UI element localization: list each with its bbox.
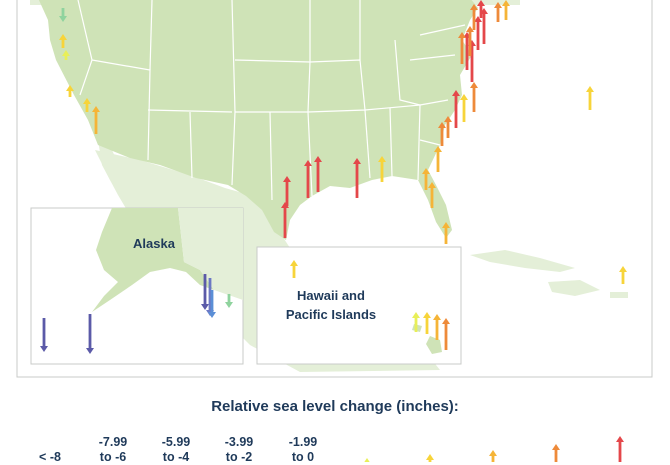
- cuba-land: [470, 250, 575, 272]
- station-arrow: [442, 318, 450, 350]
- station-arrow: [378, 156, 386, 182]
- legend-label-2: -7.99 to -6: [83, 435, 143, 465]
- station-arrow: [444, 116, 452, 138]
- station-arrow: [470, 4, 478, 30]
- station-arrow: [314, 156, 322, 192]
- canada-inset-land: [178, 208, 243, 300]
- legend-label-3: -5.99 to -4: [146, 435, 206, 465]
- station-arrow: [434, 146, 442, 172]
- legend-label-5: -1.99 to 0: [273, 435, 333, 465]
- station-arrow: [474, 16, 482, 50]
- legend-title: Relative sea level change (inches):: [211, 398, 459, 415]
- station-arrow: [586, 86, 594, 110]
- station-arrow: [304, 160, 312, 198]
- station-arrow: [86, 314, 94, 354]
- station-arrow: [442, 222, 450, 244]
- legend-arrow: [552, 444, 560, 462]
- legend-label-5-line2: to 0: [291, 450, 315, 464]
- station-arrow: [66, 85, 74, 97]
- station-arrow: [433, 314, 441, 340]
- legend-label-1-line1: < -8: [39, 450, 61, 464]
- puerto-rico-land: [610, 292, 628, 298]
- legend-label-3-line1: -5.99: [161, 435, 191, 449]
- station-arrow: [422, 168, 430, 190]
- legend-label-5-line1: -1.99: [288, 435, 318, 449]
- alaska-label: Alaska: [133, 236, 175, 251]
- station-arrow: [423, 312, 431, 334]
- station-arrow: [502, 0, 510, 20]
- station-arrow: [83, 98, 91, 112]
- station-arrow: [494, 2, 502, 22]
- station-arrow: [92, 106, 100, 134]
- legend-label-2-line1: -7.99: [98, 435, 128, 449]
- hawaii-label-line2: Pacific Islands: [285, 307, 377, 322]
- station-arrow: [225, 294, 233, 308]
- legend-label-3-line2: to -4: [162, 450, 190, 464]
- station-arrow: [470, 82, 478, 112]
- station-arrow: [208, 290, 216, 318]
- legend-label-4: -3.99 to -2: [209, 435, 269, 465]
- station-arrow: [283, 176, 291, 206]
- station-arrow: [619, 266, 627, 284]
- hawaii-label-line1: Hawaii and: [297, 288, 365, 303]
- station-arrow: [438, 122, 446, 146]
- hawaii-island: [426, 336, 442, 354]
- legend-arrow: [364, 458, 370, 462]
- legend-arrow: [616, 436, 624, 462]
- legend-arrow: [426, 454, 434, 462]
- legend-arrows: [364, 436, 624, 462]
- station-arrow: [290, 260, 298, 278]
- station-arrow: [281, 202, 289, 238]
- station-arrow: [452, 90, 460, 128]
- legend-arrow: [489, 450, 497, 462]
- station-arrow: [458, 32, 466, 64]
- state-borders: [77, 0, 466, 201]
- station-arrow: [201, 274, 209, 310]
- alaska-land: [92, 208, 214, 312]
- station-arrow: [412, 312, 420, 332]
- station-arrow: [466, 26, 474, 56]
- station-arrows: [40, 0, 627, 354]
- us-land: [38, 0, 478, 240]
- legend-label-4-line2: to -2: [225, 450, 253, 464]
- station-arrow: [62, 50, 70, 60]
- legend-label-1: < -8: [20, 450, 80, 465]
- station-arrow: [428, 182, 436, 208]
- legend-label-4-line1: -3.99: [224, 435, 254, 449]
- station-arrow: [40, 318, 48, 352]
- station-arrow: [59, 34, 67, 48]
- hawaii-pacific-label: Hawaii and Pacific Islands: [272, 286, 390, 324]
- station-arrow: [353, 158, 361, 198]
- station-arrow: [460, 94, 468, 122]
- station-arrow: [477, 0, 485, 18]
- legend-label-2-line2: to -6: [99, 450, 127, 464]
- hispaniola-land: [548, 280, 600, 296]
- station-arrow: [59, 8, 67, 22]
